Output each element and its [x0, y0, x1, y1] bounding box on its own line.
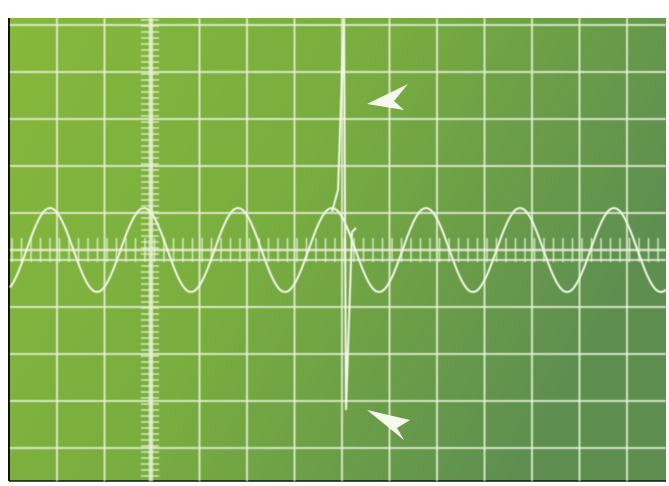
page: (() => { const NS = 'http://www.w3.org/2… [0, 0, 669, 486]
oscilloscope-image [0, 0, 669, 486]
